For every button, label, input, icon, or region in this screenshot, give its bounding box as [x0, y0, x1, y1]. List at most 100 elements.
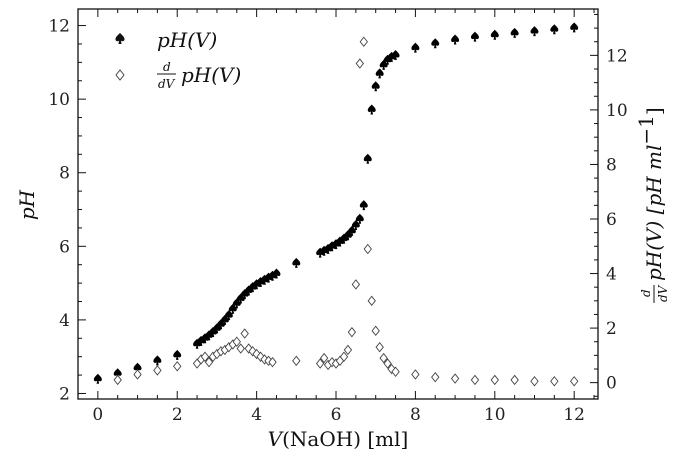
x-tick-label: 2: [172, 405, 183, 425]
legend-marker-derivative: [115, 69, 125, 81]
derivative-point: [319, 352, 329, 364]
right-label-frac-num: d: [639, 289, 653, 297]
derivative-point: [236, 343, 245, 354]
derivative-point: [173, 361, 182, 372]
ph-point: [153, 355, 162, 366]
tick-layer: 0 2 4 6 8 10 12 2 4 6 8 10 12 0 2 4 6 8 10 12: [48, 9, 628, 425]
y-left-tick-label: 4: [59, 311, 70, 331]
y-left-tick-label: 12: [48, 17, 70, 37]
derivative-point: [411, 369, 420, 380]
x-tick-label: 10: [484, 405, 506, 425]
derivative-point: [375, 341, 384, 353]
ph-point: [93, 373, 102, 384]
derivative-point: [339, 351, 349, 362]
derivative-point: [113, 374, 122, 386]
derivative-point: [347, 326, 357, 338]
y-right-tick-label: 10: [606, 101, 628, 121]
legend-marker-ph: [115, 33, 125, 44]
ph-point: [292, 257, 301, 268]
ph-point: [451, 34, 460, 45]
derivative-point: [391, 366, 400, 377]
y-axis-label-left: pH: [15, 189, 39, 220]
derivative-point: [367, 295, 376, 307]
derivative-point: [470, 374, 480, 386]
ph-point: [228, 303, 237, 314]
ph-point: [359, 200, 368, 211]
derivative-point: [343, 344, 353, 356]
ph-point: [570, 22, 579, 33]
derivative-point: [431, 371, 440, 383]
derivative-point: [204, 356, 214, 368]
ph-point: [550, 24, 559, 35]
plot-frame: [77, 8, 599, 400]
derivative-point: [315, 358, 325, 369]
derivative-point: [292, 355, 301, 367]
ph-point: [530, 26, 539, 37]
marks-layer: [93, 22, 579, 387]
x-tick-label: 6: [331, 405, 342, 425]
y-left-tick-label: 10: [48, 90, 70, 110]
derivative-point: [232, 336, 241, 347]
y-left-tick-label: 6: [59, 237, 70, 257]
derivative-point: [379, 352, 388, 364]
derivative-point: [133, 369, 142, 380]
derivative-point: [363, 243, 372, 255]
y-axis-label-right: d dV pH(V) [pH ml−1]: [634, 107, 670, 303]
ph-point: [133, 362, 142, 373]
ph-point: [391, 49, 400, 60]
ph-point: [490, 29, 499, 40]
x-tick-label: 4: [251, 405, 262, 425]
derivative-point: [268, 356, 277, 368]
y-right-tick-label: 4: [606, 265, 617, 285]
ph-point: [355, 213, 364, 224]
ph-point: [347, 225, 356, 236]
derivative-point: [252, 348, 261, 360]
derivative-point: [550, 376, 559, 387]
y-right-tick-label: 0: [606, 374, 617, 394]
ph-point: [375, 68, 384, 79]
legend-frac-den: dV: [158, 77, 176, 91]
y-right-tick-label: 6: [606, 210, 617, 230]
ph-point: [371, 81, 380, 92]
x-tick-label: 12: [563, 405, 585, 425]
ph-point: [411, 42, 420, 53]
derivative-point: [355, 58, 365, 69]
derivative-point: [359, 36, 368, 47]
derivative-point: [153, 365, 162, 376]
ph-point: [173, 349, 182, 360]
x-axis-label: V(NaOH) [ml]: [268, 427, 409, 451]
ph-point: [351, 219, 360, 230]
y-right-tick-label: 12: [606, 46, 628, 66]
derivative-point: [351, 279, 361, 290]
derivative-point: [240, 328, 249, 339]
y-right-tick-label: 8: [606, 155, 617, 175]
ph-point: [510, 27, 519, 38]
derivative-point: [387, 363, 396, 375]
ph-point: [113, 368, 122, 379]
derivative-point: [383, 358, 392, 369]
right-label-text: pH(V) [pH ml−1]: [634, 107, 666, 281]
derivative-point: [248, 346, 257, 357]
legend: pH(V) d dV pH(V): [115, 28, 241, 91]
x-tick-label: 8: [410, 405, 421, 425]
derivative-point: [371, 325, 380, 337]
right-label-frac-den: dV: [656, 284, 670, 302]
ph-point: [367, 104, 376, 115]
y-right-tick-label: 2: [606, 319, 617, 339]
derivative-point: [530, 376, 539, 387]
derivative-point: [450, 373, 460, 384]
x-tick-label: 0: [92, 405, 103, 425]
ph-point: [379, 59, 388, 70]
legend-label-derivative: pH(V): [181, 63, 241, 87]
legend-label-ph: pH(V): [157, 28, 217, 52]
derivative-point: [490, 374, 499, 386]
ph-point: [470, 31, 479, 42]
derivative-point: [570, 376, 579, 387]
ph-point: [224, 310, 233, 321]
ph-point: [272, 268, 281, 279]
derivative-point: [510, 374, 519, 386]
ph-point: [363, 153, 372, 164]
ph-point: [431, 38, 440, 49]
y-left-tick-label: 2: [59, 384, 70, 404]
